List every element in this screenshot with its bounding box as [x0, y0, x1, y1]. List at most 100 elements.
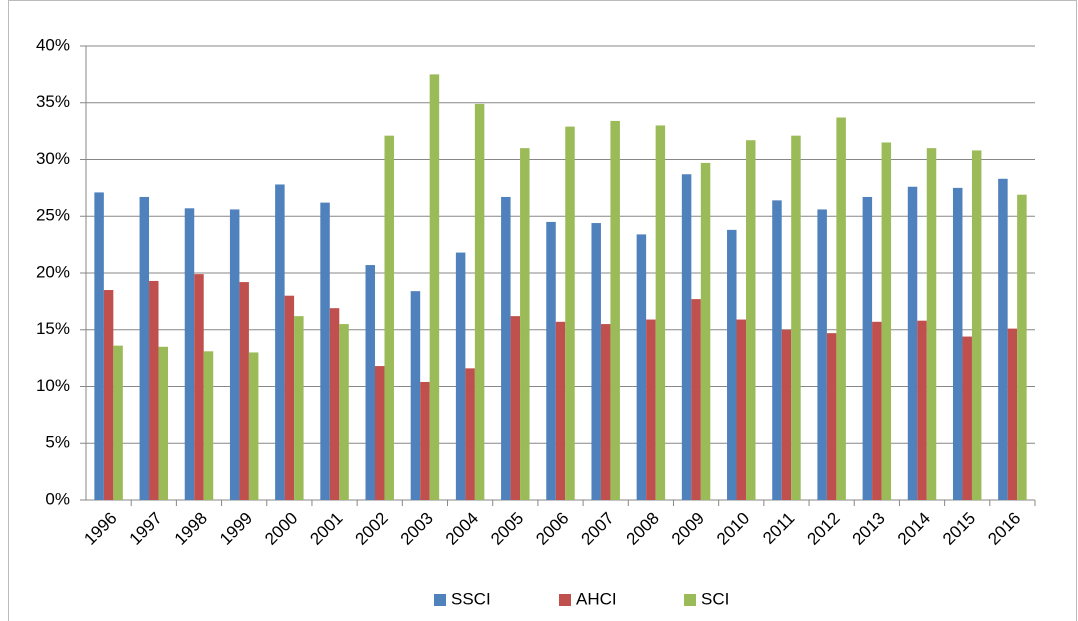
bar: [971, 150, 982, 501]
y-tick-label: 5%: [45, 433, 70, 452]
y-tick-label: 40%: [36, 35, 70, 54]
bar: [320, 202, 330, 500]
x-tick-label: 2009: [668, 509, 708, 549]
bar: [455, 252, 466, 500]
x-tick-label: 2005: [487, 509, 527, 549]
bar: [420, 381, 430, 500]
bar: [465, 368, 475, 500]
x-tick-label: 2000: [261, 509, 301, 549]
x-tick-label: 2003: [397, 509, 437, 549]
x-tick-label: 2011: [759, 509, 798, 548]
bar: [149, 280, 159, 500]
bar: [962, 336, 972, 500]
y-tick-label: 35%: [36, 92, 70, 111]
bar: [194, 274, 204, 500]
bar: [998, 178, 1008, 501]
bar: [746, 140, 756, 500]
x-tick-label: 2001: [306, 509, 346, 549]
bar: [374, 366, 385, 500]
x-tick-label: 1999: [216, 509, 256, 549]
bar: [727, 229, 737, 500]
legend-label: SCI: [701, 589, 729, 608]
x-tick-label: 1996: [80, 509, 120, 549]
x-tick-label: 2014: [894, 509, 934, 549]
bar: [546, 221, 556, 501]
bar: [203, 351, 214, 500]
bar: [655, 125, 666, 500]
bar: [158, 346, 169, 500]
bar: [681, 174, 692, 500]
bar: [826, 333, 837, 500]
x-tick-label: 2004: [442, 509, 482, 549]
bar: [691, 299, 701, 500]
bar: [646, 319, 656, 500]
bar: [1007, 328, 1018, 500]
bar: [410, 291, 421, 500]
bar: [474, 103, 485, 500]
y-tick-label: 20%: [36, 262, 70, 281]
bar: [772, 200, 782, 501]
bar: [284, 295, 295, 500]
bar: [501, 196, 511, 500]
x-tick-label: 2008: [623, 509, 663, 549]
bar: [184, 208, 195, 500]
x-tick-label: 2012: [803, 509, 843, 549]
bar: [1017, 194, 1027, 500]
bar: [94, 192, 104, 501]
bar: [591, 223, 601, 500]
bar: [836, 117, 846, 500]
bar: [872, 321, 882, 500]
bar: [881, 142, 892, 500]
bar: [600, 324, 611, 500]
bar: [520, 148, 530, 500]
bar: [791, 135, 801, 501]
bar: [926, 148, 937, 500]
bar: [229, 209, 240, 500]
bar: [565, 126, 575, 501]
y-tick-label: 10%: [36, 376, 70, 395]
x-tick-label: 1998: [171, 509, 211, 549]
bar: [365, 265, 375, 500]
bar: [510, 316, 521, 500]
bar: [113, 345, 123, 500]
chart-frame: [8, 0, 1077, 621]
x-tick-label: 2015: [939, 509, 979, 549]
bar: [275, 184, 285, 500]
x-tick-label: 2006: [532, 509, 572, 549]
bar: [636, 234, 647, 500]
legend-swatch: [684, 594, 696, 606]
bar: [781, 329, 792, 500]
bar: [917, 320, 927, 500]
legend-swatch: [559, 594, 571, 606]
y-tick-label: 30%: [36, 149, 70, 168]
bar: [248, 352, 259, 500]
bar: [700, 162, 711, 500]
bar: [817, 209, 827, 500]
x-tick-label: 1997: [126, 509, 166, 549]
x-tick-label: 2002: [352, 509, 392, 549]
bar: [339, 324, 349, 500]
x-tick-label: 2016: [984, 509, 1024, 549]
bar: [294, 316, 304, 500]
bar: [862, 196, 873, 500]
y-tick-label: 25%: [36, 206, 70, 225]
bar: [384, 135, 394, 501]
bar: [907, 186, 918, 501]
x-tick-label: 2007: [578, 509, 618, 549]
bar: [239, 282, 249, 500]
legend-label: SSCI: [451, 589, 491, 608]
y-tick-label: 0%: [45, 489, 70, 508]
x-tick-label: 2013: [849, 509, 889, 549]
y-tick-label: 15%: [36, 319, 70, 338]
legend-swatch: [434, 594, 446, 606]
bar: [103, 290, 114, 500]
x-tick-label: 2010: [713, 509, 753, 549]
bar: [329, 308, 340, 500]
bar: [555, 321, 566, 500]
legend-label: AHCI: [576, 589, 617, 608]
bar: [610, 120, 620, 500]
bar: [736, 319, 747, 500]
bar: [139, 196, 150, 500]
bar: [429, 74, 440, 500]
